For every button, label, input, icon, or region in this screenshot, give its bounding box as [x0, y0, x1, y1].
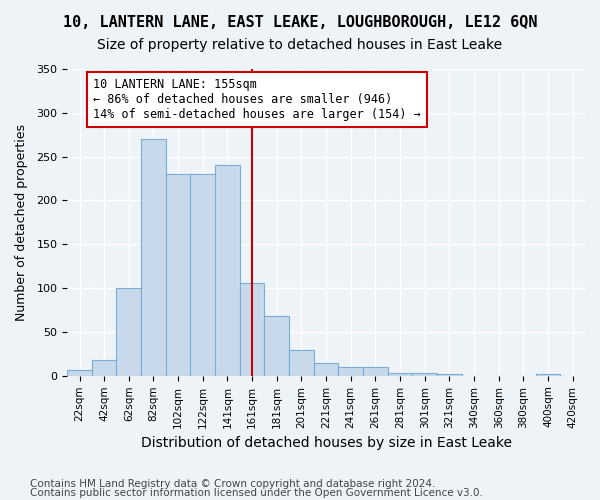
Bar	[388, 373, 412, 376]
Bar	[92, 360, 116, 376]
Bar	[190, 174, 215, 376]
Bar	[215, 166, 240, 376]
Text: 10 LANTERN LANE: 155sqm
← 86% of detached houses are smaller (946)
14% of semi-d: 10 LANTERN LANE: 155sqm ← 86% of detache…	[93, 78, 421, 121]
Bar	[240, 283, 265, 376]
Text: Size of property relative to detached houses in East Leake: Size of property relative to detached ho…	[97, 38, 503, 52]
Bar	[166, 174, 190, 376]
Bar	[265, 316, 289, 376]
Bar	[338, 367, 363, 376]
Bar	[412, 373, 437, 376]
Bar	[363, 367, 388, 376]
Bar	[289, 350, 314, 376]
Bar	[141, 139, 166, 376]
Bar	[437, 374, 462, 376]
Y-axis label: Number of detached properties: Number of detached properties	[15, 124, 28, 321]
Text: Contains public sector information licensed under the Open Government Licence v3: Contains public sector information licen…	[30, 488, 483, 498]
Bar	[67, 370, 92, 376]
Bar	[314, 362, 338, 376]
X-axis label: Distribution of detached houses by size in East Leake: Distribution of detached houses by size …	[140, 436, 512, 450]
Text: 10, LANTERN LANE, EAST LEAKE, LOUGHBOROUGH, LE12 6QN: 10, LANTERN LANE, EAST LEAKE, LOUGHBOROU…	[63, 15, 537, 30]
Bar	[536, 374, 560, 376]
Bar	[116, 288, 141, 376]
Text: Contains HM Land Registry data © Crown copyright and database right 2024.: Contains HM Land Registry data © Crown c…	[30, 479, 436, 489]
